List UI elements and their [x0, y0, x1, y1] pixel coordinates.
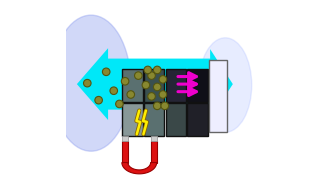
Bar: [122, 141, 128, 163]
Circle shape: [154, 66, 161, 74]
Circle shape: [154, 102, 161, 110]
Bar: [187, 69, 208, 102]
Circle shape: [142, 81, 150, 89]
FancyBboxPatch shape: [209, 60, 227, 132]
Circle shape: [148, 72, 155, 79]
Bar: [166, 103, 186, 136]
Polygon shape: [77, 48, 233, 120]
Bar: [144, 103, 165, 136]
Circle shape: [95, 96, 102, 104]
Bar: [151, 141, 156, 163]
Circle shape: [159, 76, 167, 83]
Bar: [122, 103, 143, 136]
Circle shape: [154, 83, 161, 91]
Circle shape: [135, 72, 142, 79]
Bar: [166, 69, 186, 102]
Bar: [187, 103, 208, 136]
Bar: [144, 69, 165, 102]
Bar: [122, 136, 128, 141]
Polygon shape: [122, 163, 156, 174]
Bar: [151, 136, 156, 141]
Circle shape: [161, 102, 168, 110]
Circle shape: [144, 66, 152, 74]
Circle shape: [127, 91, 135, 98]
Circle shape: [83, 79, 91, 87]
Circle shape: [110, 87, 118, 94]
Circle shape: [148, 93, 155, 100]
Ellipse shape: [52, 15, 131, 151]
Circle shape: [159, 91, 167, 98]
Bar: [122, 69, 143, 102]
Circle shape: [116, 100, 123, 108]
Circle shape: [121, 77, 129, 85]
Circle shape: [102, 68, 110, 76]
Ellipse shape: [199, 38, 252, 132]
